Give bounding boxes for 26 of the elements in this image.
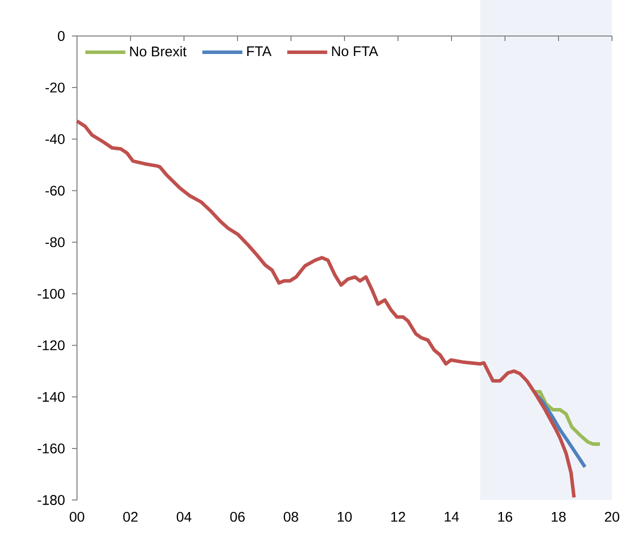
y-tick-label: -80 [46, 237, 65, 248]
x-tick-label: 04 [176, 512, 192, 522]
y-tick-label: -20 [46, 82, 65, 93]
x-tick-label: 06 [230, 512, 245, 522]
x-tick-label: 02 [123, 512, 138, 522]
x-tick-label: 16 [498, 512, 512, 522]
x-tick-label: 00 [70, 512, 84, 522]
line-series [75, 119, 576, 500]
x-tick-label: 18 [552, 512, 566, 522]
line-series [532, 390, 602, 446]
y-tick-label: 0 [58, 31, 65, 41]
x-tick-label: 20 [604, 512, 620, 522]
legend-label: No FTA [332, 46, 378, 56]
y-tick-label: -160 [38, 443, 65, 454]
y-tick-label: -180 [38, 495, 65, 505]
y-tick-label: -40 [46, 134, 65, 144]
legend-label: FTA [247, 46, 272, 56]
x-tick-label: 12 [391, 512, 406, 522]
y-tick-label: -100 [38, 288, 65, 299]
y-tick-label: -120 [38, 340, 65, 350]
x-tick-label: 08 [284, 512, 298, 522]
legend-label: No Brexit [130, 46, 186, 56]
y-tick-label: -140 [38, 392, 65, 402]
x-tick-label: 10 [338, 512, 352, 522]
x-tick-label: 14 [444, 512, 459, 522]
y-tick-label: -60 [46, 186, 65, 196]
